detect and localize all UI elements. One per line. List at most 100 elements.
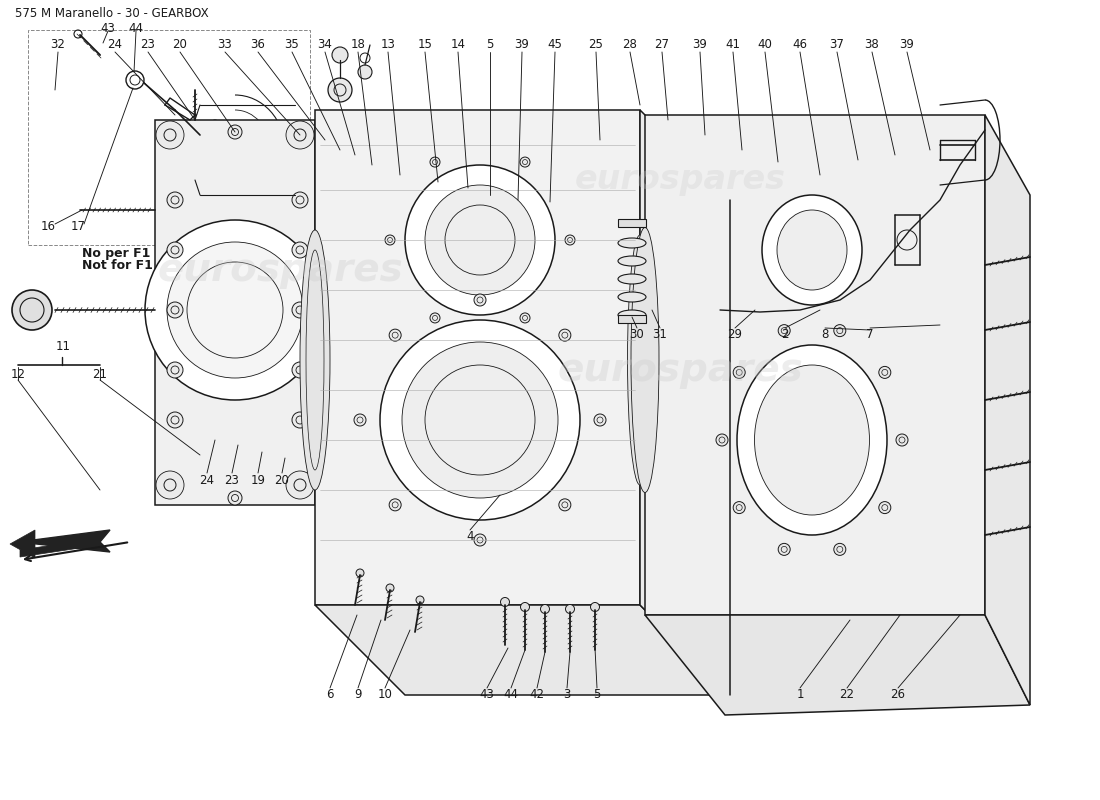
Text: 30: 30 (629, 329, 645, 342)
Text: 575 M Maranello - 30 - GEARBOX: 575 M Maranello - 30 - GEARBOX (15, 7, 209, 20)
Circle shape (292, 242, 308, 258)
Text: 35: 35 (285, 38, 299, 51)
Circle shape (500, 598, 509, 606)
Text: 25: 25 (588, 38, 604, 51)
Text: 22: 22 (839, 689, 855, 702)
Circle shape (167, 242, 302, 378)
Text: 43: 43 (480, 689, 494, 702)
Ellipse shape (755, 365, 869, 515)
Text: eurospares: eurospares (574, 163, 785, 197)
Text: 34: 34 (318, 38, 332, 51)
Text: 32: 32 (51, 38, 65, 51)
Circle shape (474, 294, 486, 306)
Text: 28: 28 (623, 38, 637, 51)
Circle shape (416, 596, 424, 604)
Circle shape (430, 313, 440, 323)
Text: 18: 18 (351, 38, 365, 51)
Bar (28, 30, 310, 245)
Circle shape (594, 414, 606, 426)
Text: 29: 29 (727, 329, 742, 342)
Circle shape (379, 320, 580, 520)
Circle shape (389, 329, 402, 341)
Text: 40: 40 (758, 38, 772, 51)
Polygon shape (315, 110, 640, 605)
Text: 41: 41 (726, 38, 740, 51)
Circle shape (425, 185, 535, 295)
Text: 9: 9 (354, 689, 362, 702)
Polygon shape (315, 605, 730, 695)
Polygon shape (645, 615, 1030, 715)
Text: 10: 10 (377, 689, 393, 702)
Text: 45: 45 (548, 38, 562, 51)
Bar (618, 315, 646, 323)
Circle shape (354, 414, 366, 426)
Text: 42: 42 (529, 689, 544, 702)
Circle shape (385, 235, 395, 245)
Circle shape (156, 121, 184, 149)
Text: 46: 46 (792, 38, 807, 51)
Circle shape (591, 602, 600, 611)
Polygon shape (645, 115, 984, 615)
Circle shape (734, 502, 745, 514)
Polygon shape (640, 110, 730, 695)
Circle shape (292, 302, 308, 318)
Text: 15: 15 (418, 38, 432, 51)
Text: 12: 12 (11, 369, 25, 382)
Ellipse shape (618, 310, 646, 320)
Text: 31: 31 (652, 329, 668, 342)
Text: 26: 26 (891, 689, 905, 702)
Circle shape (520, 313, 530, 323)
Ellipse shape (618, 256, 646, 266)
Circle shape (145, 220, 324, 400)
Text: 33: 33 (218, 38, 232, 51)
Text: 24: 24 (199, 474, 214, 486)
Text: 4: 4 (466, 530, 474, 543)
Text: 5: 5 (486, 38, 494, 51)
Text: 5: 5 (593, 689, 601, 702)
Polygon shape (984, 115, 1030, 705)
Text: 37: 37 (829, 38, 845, 51)
Circle shape (402, 342, 558, 498)
Text: 36: 36 (251, 38, 265, 51)
Circle shape (332, 47, 348, 63)
Text: 44: 44 (504, 689, 518, 702)
Ellipse shape (300, 230, 330, 490)
Text: eurospares: eurospares (557, 351, 803, 389)
Circle shape (358, 65, 372, 79)
Polygon shape (155, 120, 315, 505)
Circle shape (292, 192, 308, 208)
Text: 24: 24 (108, 38, 122, 51)
Text: 2: 2 (781, 329, 789, 342)
Text: 39: 39 (515, 38, 529, 51)
Circle shape (430, 157, 440, 167)
Circle shape (167, 242, 183, 258)
Text: 1: 1 (796, 689, 804, 702)
Circle shape (292, 412, 308, 428)
Polygon shape (18, 530, 110, 552)
Circle shape (540, 605, 550, 614)
Text: eurospares: eurospares (157, 251, 403, 289)
Circle shape (286, 121, 313, 149)
Text: Not for F1: Not for F1 (82, 259, 153, 272)
Text: 21: 21 (92, 369, 108, 382)
Circle shape (896, 434, 907, 446)
Text: 43: 43 (100, 22, 116, 34)
Circle shape (565, 235, 575, 245)
Circle shape (156, 471, 184, 499)
Text: 39: 39 (900, 38, 914, 51)
Text: 39: 39 (693, 38, 707, 51)
Circle shape (167, 412, 183, 428)
Circle shape (879, 366, 891, 378)
Circle shape (834, 325, 846, 337)
Circle shape (520, 602, 529, 611)
Circle shape (778, 543, 790, 555)
Circle shape (559, 499, 571, 511)
Circle shape (716, 434, 728, 446)
Polygon shape (10, 530, 35, 558)
Circle shape (559, 329, 571, 341)
Text: 14: 14 (451, 38, 465, 51)
Text: 44: 44 (129, 22, 143, 34)
Ellipse shape (618, 292, 646, 302)
Text: 13: 13 (381, 38, 395, 51)
Circle shape (474, 534, 486, 546)
